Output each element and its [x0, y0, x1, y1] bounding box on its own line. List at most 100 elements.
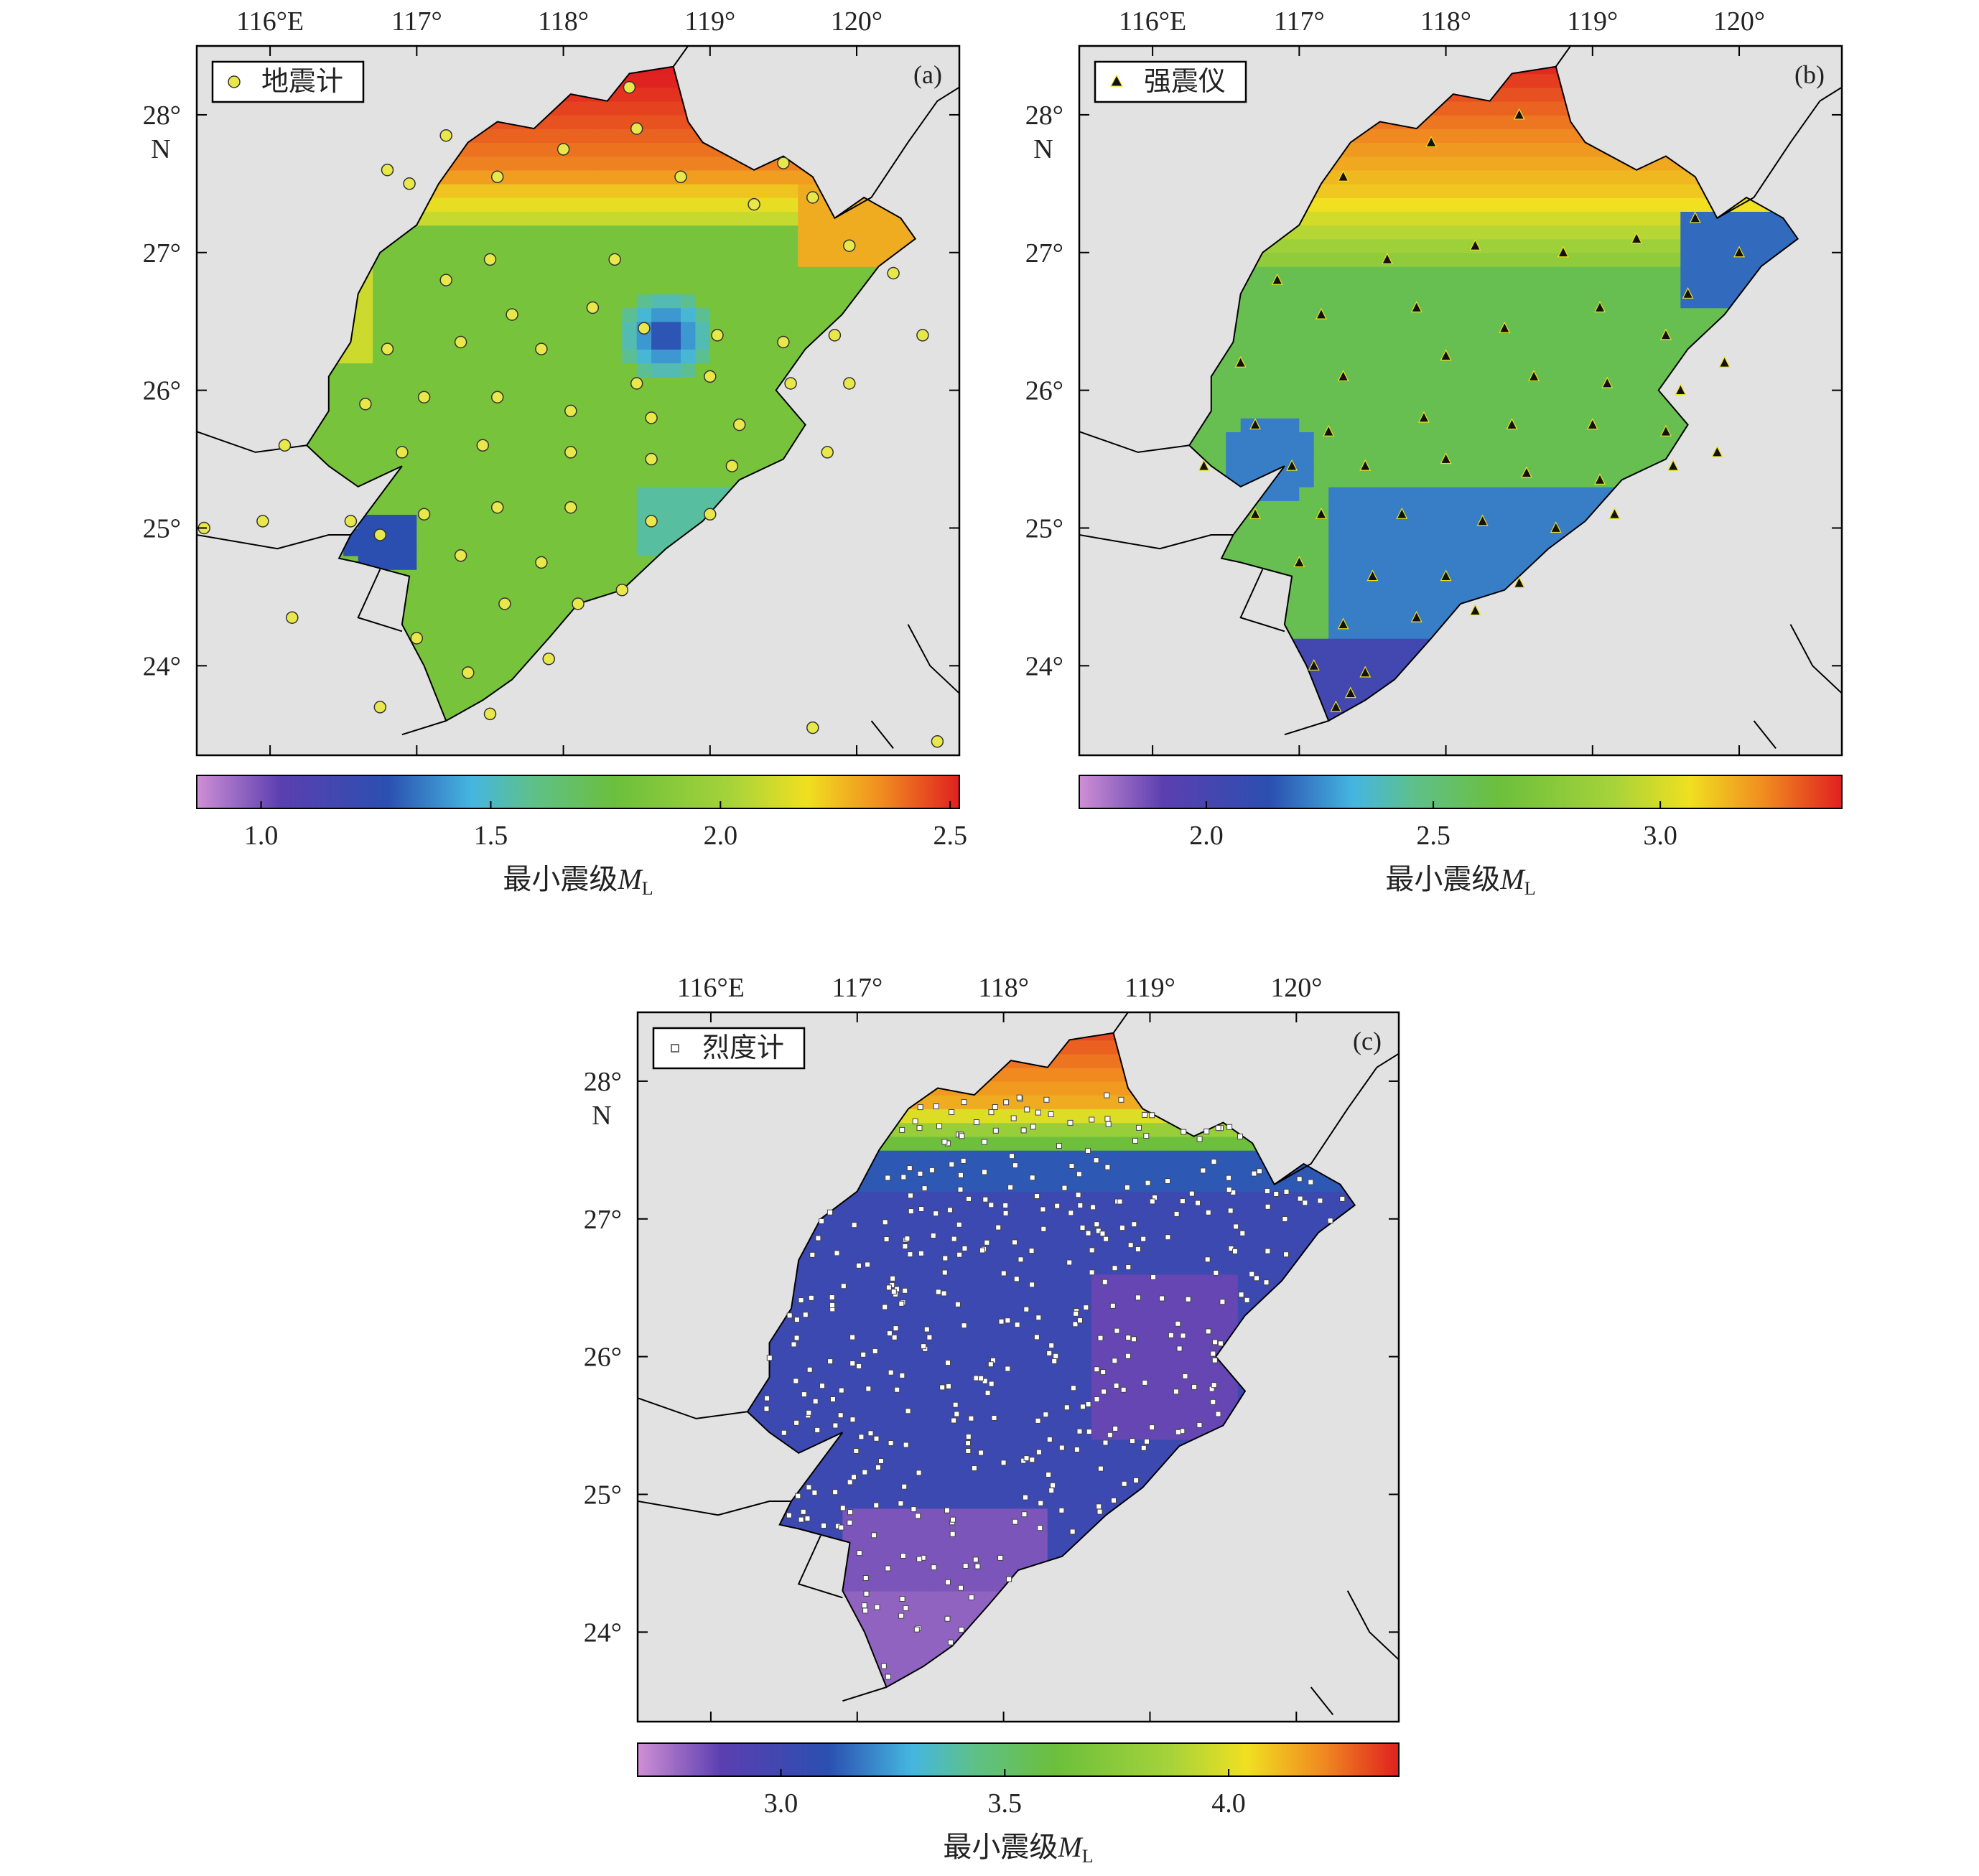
station-marker	[1204, 1256, 1211, 1263]
colorbar-tick-label: 1.5	[474, 821, 508, 851]
station-marker	[815, 1235, 821, 1241]
station-marker	[1118, 1096, 1124, 1103]
station-marker	[853, 1448, 860, 1454]
station-marker	[1175, 1320, 1181, 1327]
station-marker	[1136, 1124, 1142, 1131]
station-marker	[1120, 1386, 1127, 1393]
station-marker	[1249, 418, 1262, 430]
station-marker	[1198, 459, 1210, 471]
station-marker	[858, 1434, 865, 1440]
station-marker	[933, 1103, 939, 1109]
station-marker	[1631, 232, 1643, 244]
station-marker	[1035, 1449, 1042, 1455]
colorbar-tick-label: 2.5	[933, 821, 967, 851]
legend-label: 地震计	[261, 67, 343, 97]
station-marker	[950, 1516, 956, 1523]
station-marker	[981, 1139, 987, 1145]
lat-tick-label: 25°	[143, 513, 181, 543]
station-marker	[1263, 1279, 1270, 1286]
station-marker	[912, 1118, 918, 1124]
station-marker	[1226, 1175, 1232, 1181]
station-marker	[1234, 355, 1247, 368]
station-marker	[801, 1391, 807, 1398]
station-marker	[1133, 1477, 1140, 1483]
station-marker	[793, 1317, 800, 1323]
colorbar: 3.0 3.5 4.0 最小震级ML	[637, 1742, 1400, 1867]
station-marker	[732, 418, 746, 431]
station-marker	[946, 1383, 951, 1389]
stations-circle	[197, 80, 944, 748]
station-marker	[1109, 1302, 1116, 1309]
station-marker	[839, 1505, 846, 1511]
colorbar-gradient	[637, 1742, 1400, 1777]
station-marker	[1440, 349, 1452, 361]
legend: 烈度计	[652, 1027, 806, 1070]
station-marker	[954, 1411, 960, 1417]
station-marker	[1212, 1339, 1219, 1345]
station-marker	[918, 1250, 924, 1256]
station-marker	[871, 1532, 877, 1539]
lat-tick-label: 28°	[143, 101, 181, 131]
station-marker	[1040, 1206, 1046, 1213]
station-marker	[1297, 1195, 1303, 1202]
station-marker	[572, 597, 585, 610]
map-frame	[636, 1011, 1400, 1723]
station-marker	[1149, 1198, 1155, 1205]
station-marker	[1682, 286, 1694, 299]
station-marker	[1145, 1180, 1151, 1186]
station-marker	[1469, 604, 1481, 616]
station-marker	[965, 1448, 972, 1454]
station-marker	[1210, 1350, 1216, 1357]
station-marker	[1667, 459, 1680, 471]
station-marker	[1066, 1259, 1073, 1266]
station-marker	[439, 129, 452, 142]
station-marker	[1273, 1191, 1280, 1197]
station-marker	[840, 1283, 847, 1289]
station-marker	[1002, 1203, 1009, 1208]
station-marker	[1344, 686, 1356, 699]
station-marker	[847, 1509, 853, 1516]
station-marker	[1238, 1292, 1244, 1298]
station-marker	[921, 1343, 926, 1350]
station-marker	[1130, 1438, 1135, 1445]
station-marker	[1111, 1497, 1117, 1503]
station-marker	[645, 452, 658, 466]
station-marker	[988, 1202, 995, 1208]
station-marker	[1557, 246, 1569, 258]
station-marker	[1513, 108, 1525, 120]
station-marker	[941, 1139, 948, 1145]
station-marker	[1035, 1315, 1042, 1321]
panel-c: 烈度计 (c) 116°E 117° 118° 119° 120° 28° 27° 26° 25° 2…	[584, 973, 1400, 1867]
station-marker	[849, 1334, 856, 1340]
station-marker	[1030, 1124, 1036, 1130]
station-marker	[1054, 1203, 1061, 1209]
station-marker	[1601, 376, 1614, 388]
station-marker	[1283, 1188, 1290, 1195]
station-marker	[1037, 1525, 1043, 1531]
station-marker	[1002, 1210, 1009, 1216]
station-marker	[1000, 1460, 1007, 1466]
station-marker	[1302, 1200, 1308, 1206]
station-marker	[1210, 1399, 1216, 1405]
station-marker	[827, 1358, 834, 1365]
station-marker	[784, 377, 797, 390]
station-marker	[615, 584, 629, 597]
station-marker	[1425, 135, 1438, 147]
station-marker	[1096, 1508, 1103, 1515]
station-marker	[1185, 1296, 1191, 1302]
station-marker	[873, 1435, 880, 1442]
station-marker	[900, 1174, 907, 1180]
station-marker	[991, 1415, 997, 1421]
station-marker	[777, 335, 790, 349]
station-marker	[968, 1415, 974, 1422]
station-marker	[954, 1301, 961, 1307]
station-marker	[763, 1406, 770, 1412]
station-marker	[900, 1553, 906, 1559]
station-marker	[1227, 1208, 1234, 1214]
station-marker	[1254, 1275, 1259, 1282]
station-marker	[1282, 1216, 1288, 1222]
station-marker	[483, 253, 497, 266]
station-marker	[1023, 1306, 1030, 1312]
station-marker	[396, 446, 409, 459]
station-marker	[1046, 1437, 1053, 1442]
